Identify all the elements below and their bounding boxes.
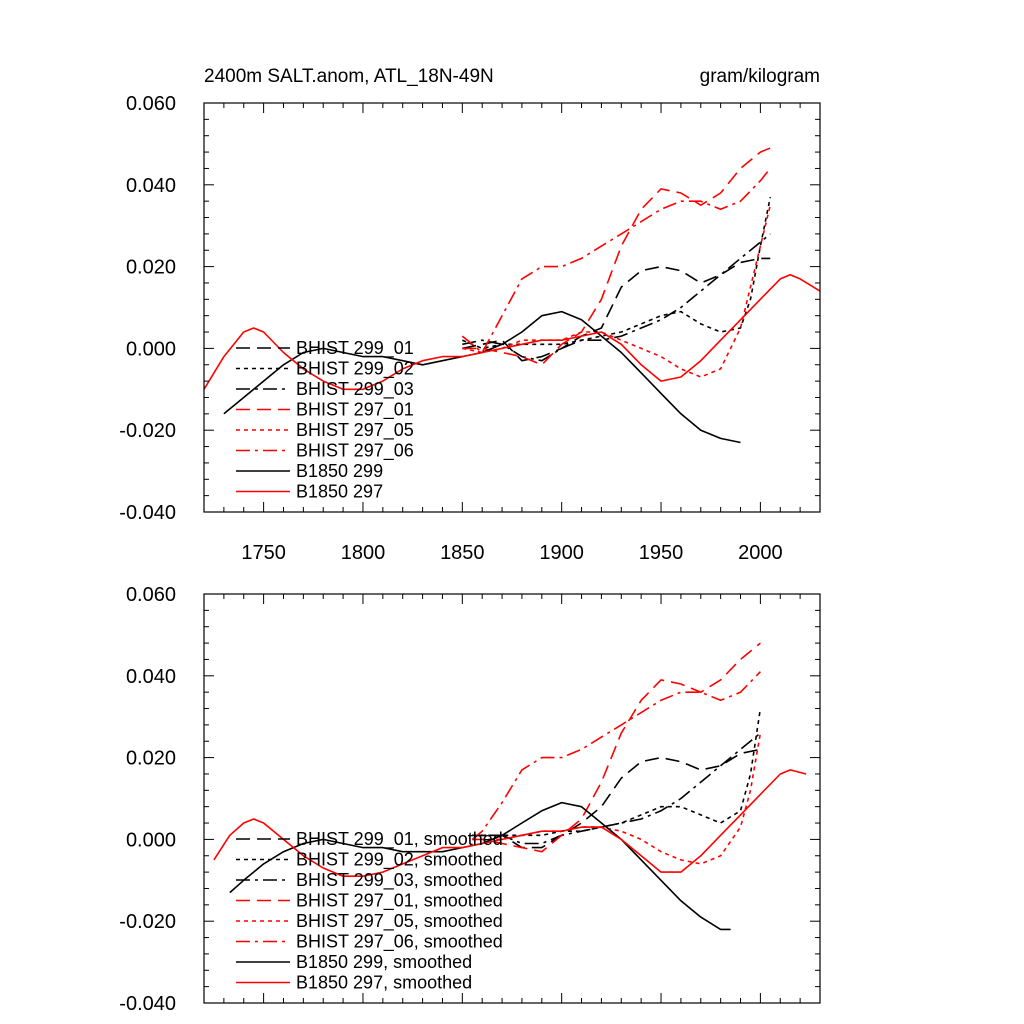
axes: 0.060 0.040 0.020 0.000 -0.020 -0.040 [119, 584, 821, 1015]
legend-label-5: BHIST 297_05 [296, 420, 414, 441]
legend-label-4: BHIST 297_01 [296, 400, 414, 421]
legend-label-1: BHIST 299_01, smoothed [296, 829, 503, 850]
series-line-8 [203, 273, 821, 391]
y-tick-label: 0.000 [126, 829, 176, 851]
series-line-1 [472, 748, 761, 849]
y-tick-label: 0.000 [126, 338, 176, 360]
series-line-6 [471, 671, 761, 841]
x-tick-label: 1750 [241, 542, 286, 564]
y-tick-label: 0.020 [126, 257, 176, 279]
legend-label-2: BHIST 299_02 [296, 359, 414, 380]
y-tick-label: 0.060 [126, 93, 176, 115]
legend-label-3: BHIST 299_03 [296, 379, 414, 400]
series-layer [213, 642, 807, 931]
chart-title: 2400m SALT.anom, ATL_18N-49N [204, 66, 494, 87]
x-tick-label: 2000 [738, 542, 783, 564]
y-tick-label: -0.040 [119, 502, 176, 524]
series-line-3 [472, 732, 761, 845]
y-tick-label: -0.020 [119, 420, 176, 442]
plot-frame [203, 102, 821, 513]
series-line-2 [472, 708, 762, 837]
y-tick-label: 0.060 [126, 584, 176, 606]
legend-label-7: B1850 299 [296, 461, 383, 481]
legend-label-6: BHIST 297_06 [296, 441, 414, 462]
x-tick-label: 1950 [639, 542, 684, 564]
axes: 0.060 0.040 0.020 0.000 -0.020 -0.040 1750 1800… [119, 93, 821, 564]
y-tick-label: 0.040 [126, 175, 176, 197]
plot-frame [203, 593, 821, 1004]
series-line-1 [462, 257, 771, 362]
legend-label-2: BHIST 299_02, smoothed [296, 850, 503, 871]
y-tick-label: 0.020 [126, 748, 176, 770]
series-line-5 [462, 205, 772, 378]
legend-label-4: BHIST 297_01, smoothed [296, 891, 503, 912]
y-tick-label: 0.040 [126, 666, 176, 688]
series-line-3 [462, 233, 771, 362]
units-label: gram/kilogram [700, 66, 820, 87]
x-tick-label: 1900 [539, 542, 584, 564]
legend-label-7: B1850 299, smoothed [296, 952, 472, 972]
y-tick-label: -0.020 [119, 911, 176, 933]
top-panel: 2400m SALT.anom, ATL_18N-49N gram/kilogr… [119, 66, 821, 564]
x-tick-label: 1850 [440, 542, 485, 564]
legend-label-8: B1850 297 [296, 482, 383, 502]
x-tick-label: 1800 [341, 542, 386, 564]
series-layer [203, 147, 821, 444]
series-line-8 [213, 769, 807, 878]
y-tick-label: -0.040 [119, 993, 176, 1015]
legend-label-5: BHIST 297_05, smoothed [296, 911, 503, 932]
series-line-4 [472, 642, 761, 853]
legend-label-8: B1850 297, smoothed [296, 973, 472, 993]
legend-label-6: BHIST 297_06, smoothed [296, 932, 503, 953]
series-line-4 [462, 147, 771, 366]
series-line-6 [461, 167, 771, 354]
legend-label-3: BHIST 299_03, smoothed [296, 870, 503, 891]
legend-label-1: BHIST 299_01 [296, 338, 414, 359]
